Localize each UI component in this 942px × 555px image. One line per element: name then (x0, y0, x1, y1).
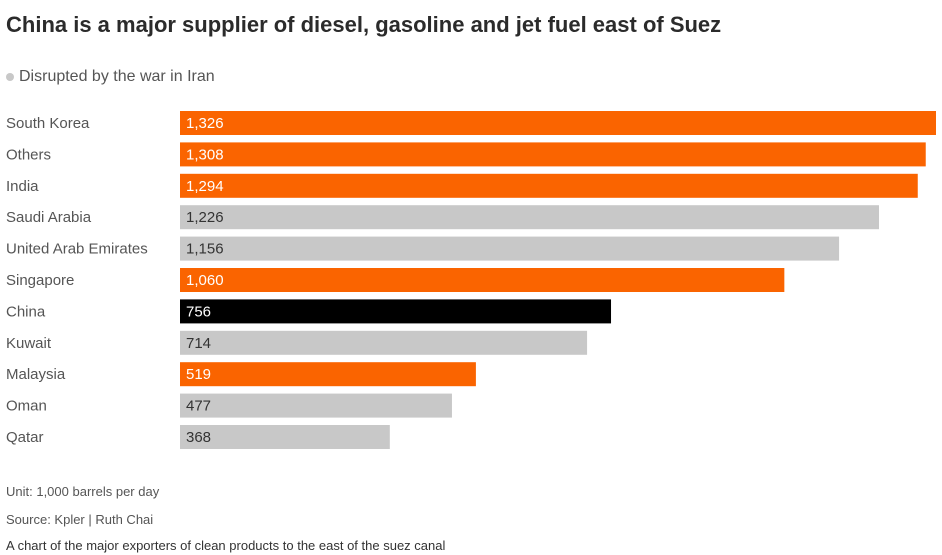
bar-oman (180, 393, 452, 418)
value-label-china: 756 (186, 303, 211, 320)
value-label-south-korea: 1,326 (186, 115, 224, 132)
bar-chart: South Korea 1,326 Others 1,308 India 1,294 Sau… (6, 111, 936, 449)
bar-united-arab-emirates (180, 236, 840, 261)
bar-qatar (180, 425, 390, 449)
bar-kuwait (180, 330, 588, 355)
unit-note: Unit: 1,000 barrels per day (6, 484, 160, 499)
category-label-india: India (6, 178, 39, 195)
category-label-saudi-arabia: Saudi Arabia (6, 209, 92, 226)
category-label-china: China (6, 303, 46, 320)
value-label-kuwait: 714 (186, 335, 211, 352)
bar-china (180, 299, 612, 324)
bar-south-korea (180, 111, 936, 135)
value-label-malaysia: 519 (186, 366, 211, 383)
value-label-saudi-arabia: 1,226 (186, 209, 224, 226)
bar-malaysia (180, 362, 476, 387)
bar-others (180, 142, 926, 167)
bar-saudi-arabia (180, 205, 879, 230)
category-label-united-arab-emirates: United Arab Emirates (6, 241, 148, 258)
value-label-india: 1,294 (186, 178, 224, 195)
category-label-oman: Oman (6, 398, 47, 415)
value-label-oman: 477 (186, 398, 211, 415)
chart-title: China is a major supplier of diesel, gas… (6, 12, 722, 37)
bar-india (180, 173, 918, 198)
source-note: Source: Kpler | Ruth Chai (6, 512, 154, 527)
chart-caption: A chart of the major exporters of clean … (6, 538, 446, 553)
category-label-malaysia: Malaysia (6, 366, 66, 383)
value-label-qatar: 368 (186, 429, 211, 446)
category-label-singapore: Singapore (6, 272, 74, 289)
legend: Disrupted by the war in Iran (6, 68, 215, 86)
category-label-others: Others (6, 146, 51, 163)
value-label-others: 1,308 (186, 146, 224, 163)
category-label-south-korea: South Korea (6, 115, 90, 132)
value-label-united-arab-emirates: 1,156 (186, 241, 224, 258)
legend-label: Disrupted by the war in Iran (19, 68, 215, 85)
category-label-qatar: Qatar (6, 429, 44, 446)
legend-swatch (6, 73, 14, 81)
value-label-singapore: 1,060 (186, 272, 224, 289)
category-label-kuwait: Kuwait (6, 335, 52, 352)
bar-singapore (180, 268, 785, 292)
